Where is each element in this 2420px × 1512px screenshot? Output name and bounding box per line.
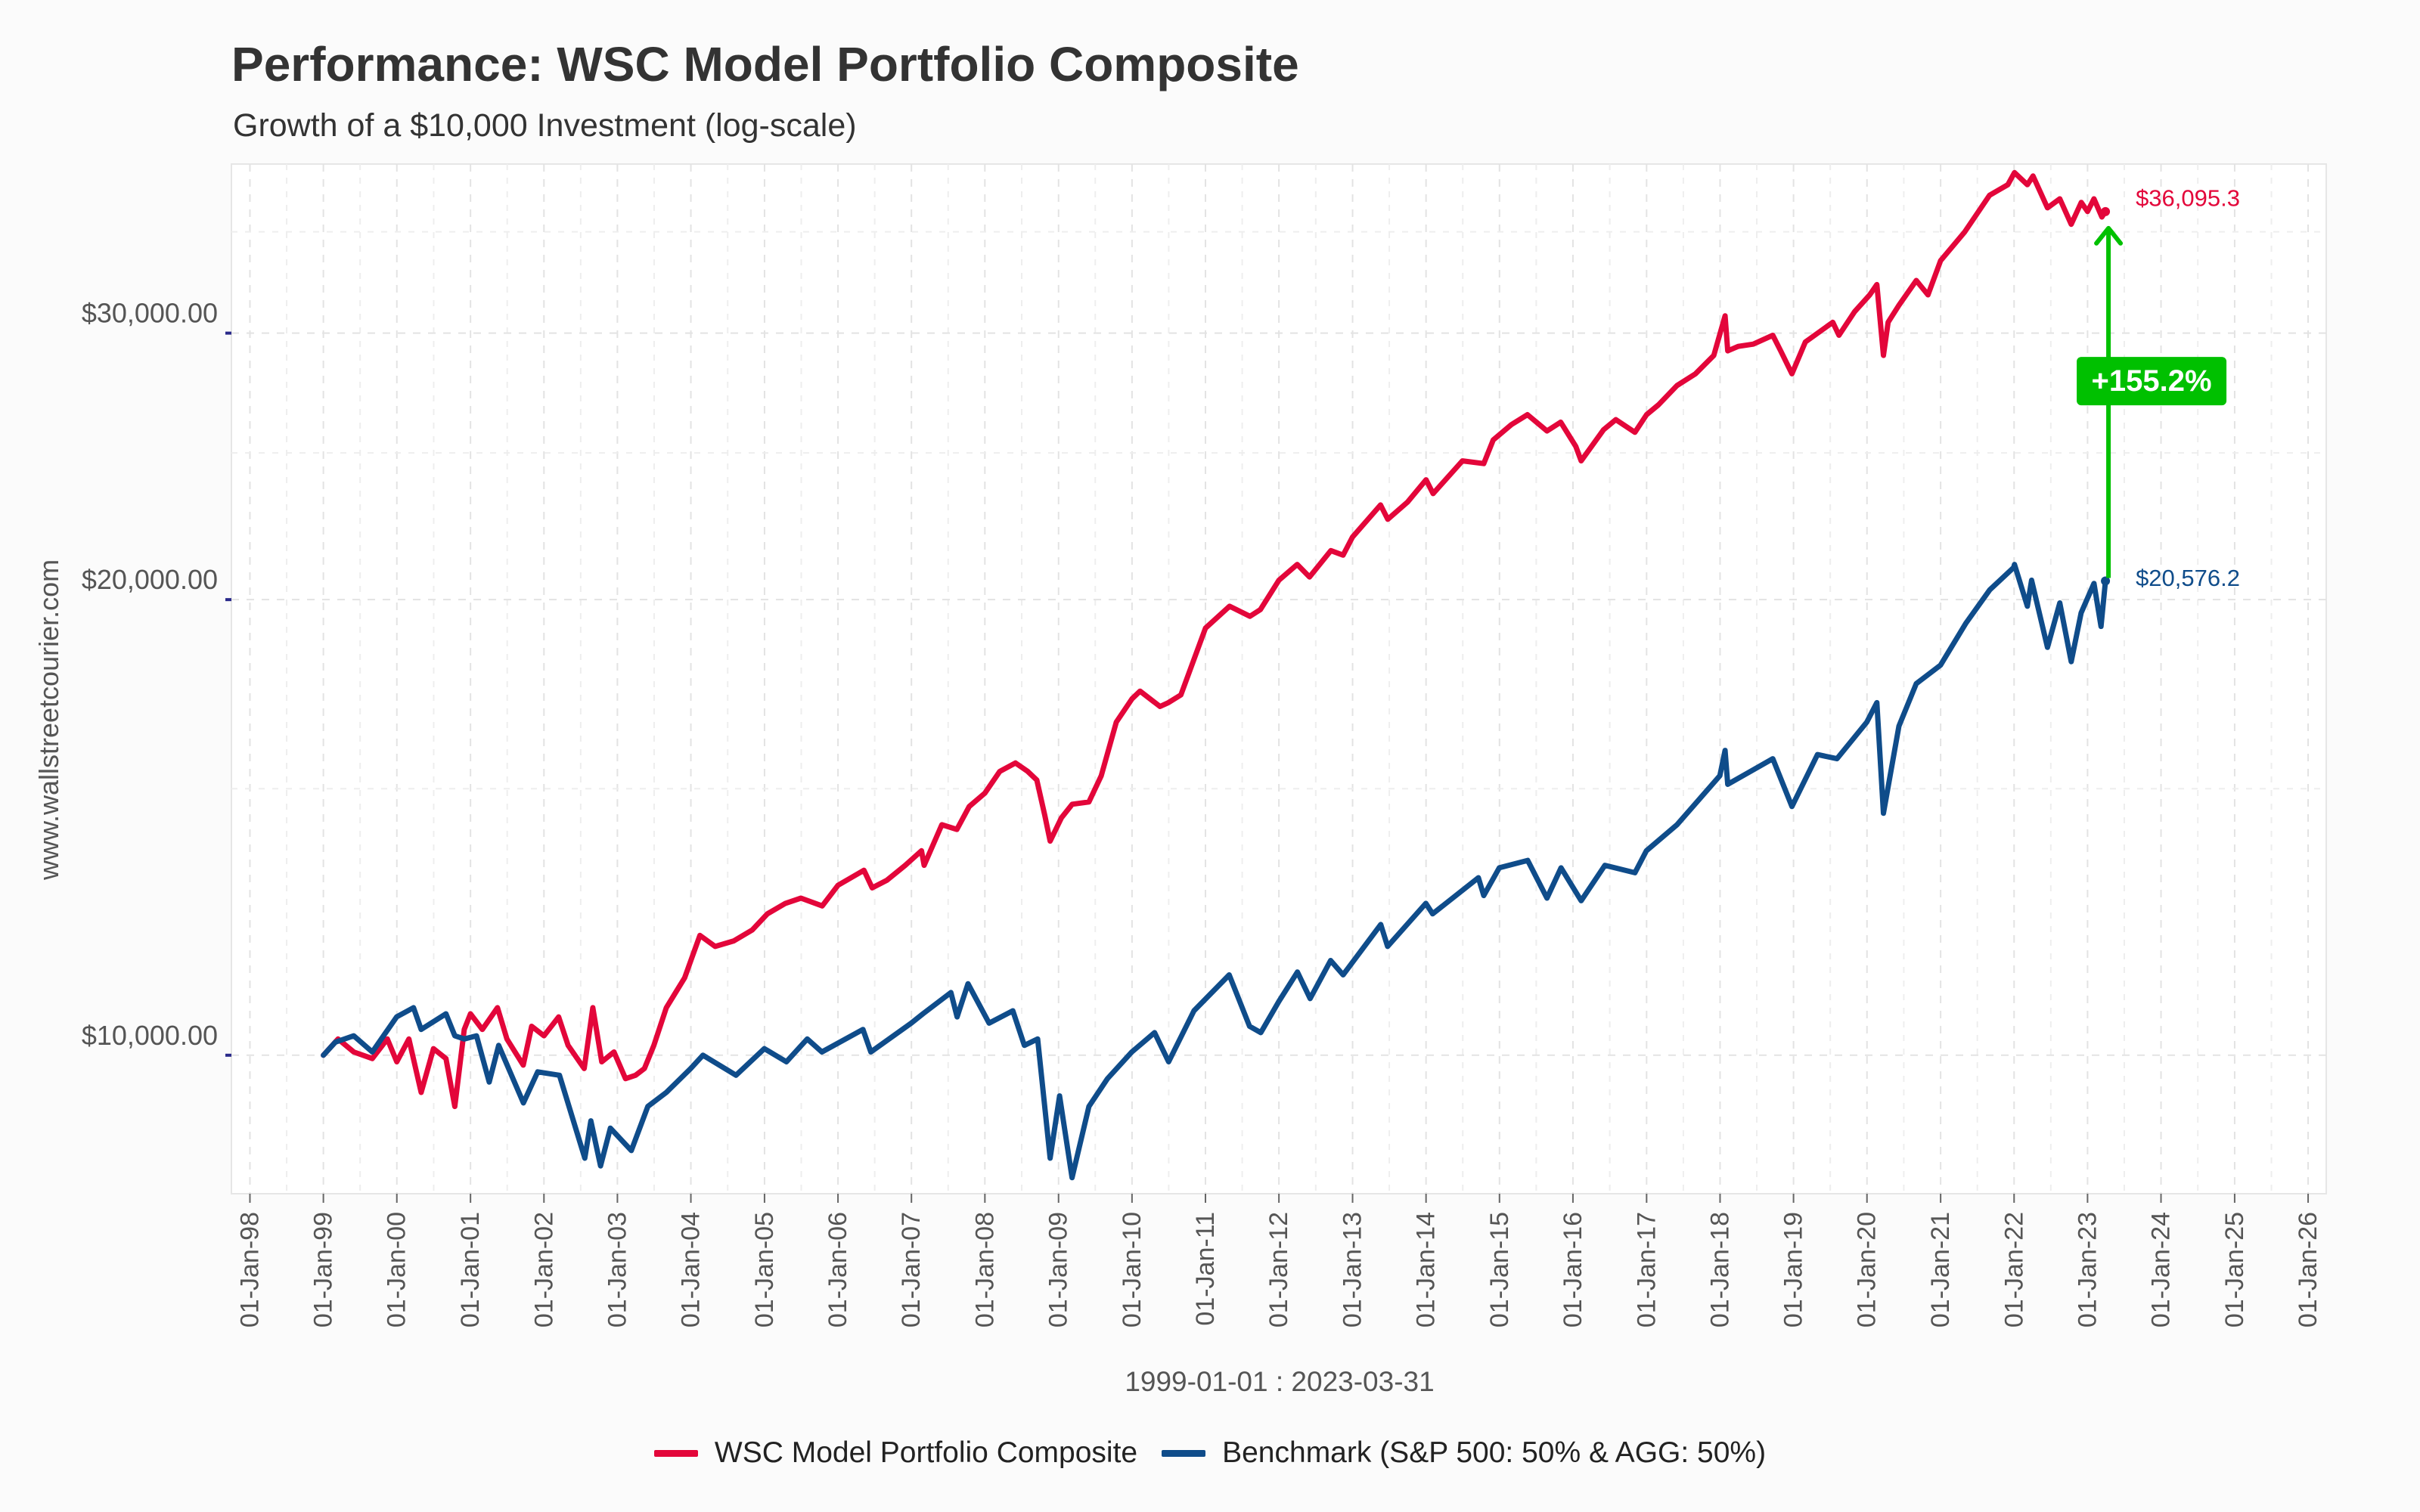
x-tick-label: 01-Jan-98: [235, 1212, 264, 1328]
x-tick-label: 01-Jan-09: [1044, 1212, 1073, 1328]
portfolio-end-value: $36,095.3: [2136, 184, 2240, 211]
chart-title: Performance: WSC Model Portfolio Composi…: [231, 37, 1299, 91]
series-line-benchmark: [321, 562, 2108, 1181]
x-tick-label: 01-Jan-02: [529, 1212, 558, 1328]
legend-swatch-portfolio: [653, 1449, 698, 1457]
outperformance-annotation: +155.2% $36,095.3 $20,576.2: [2077, 184, 2240, 591]
x-axis-title: 1999-01-01 : 2023-03-31: [1125, 1366, 1434, 1397]
x-tick-label: 01-Jan-14: [1412, 1212, 1441, 1328]
x-tick-label: 01-Jan-19: [1779, 1212, 1808, 1328]
x-tick-label: 01-Jan-22: [2000, 1212, 2028, 1328]
x-tick-label: 01-Jan-23: [2073, 1212, 2102, 1328]
y-tick-label: $20,000.00: [82, 564, 218, 595]
x-tick-label: 01-Jan-00: [383, 1212, 411, 1328]
x-tick-label: 01-Jan-12: [1264, 1212, 1293, 1328]
annotation-arrowhead: [2094, 225, 2124, 246]
gridlines: [231, 164, 2326, 1194]
legend-item-portfolio: WSC Model Portfolio Composite: [653, 1436, 1138, 1470]
x-tick-label: 01-Jan-10: [1118, 1212, 1146, 1328]
series-line-benchmark-end-point: [2101, 576, 2111, 586]
benchmark-end-value: $20,576.2: [2136, 565, 2240, 591]
outperformance-label: +155.2%: [2092, 364, 2212, 398]
x-tick-label: 01-Jan-20: [1853, 1212, 1882, 1328]
y-tick-label: $30,000.00: [82, 298, 218, 329]
x-tick-label: 01-Jan-07: [897, 1212, 926, 1328]
x-tick-label: 01-Jan-08: [970, 1212, 999, 1328]
x-tick-label: 01-Jan-24: [2147, 1212, 2176, 1328]
series-lines: [321, 169, 2111, 1181]
x-tick-label: 01-Jan-16: [1559, 1212, 1587, 1328]
x-tick-label: 01-Jan-05: [750, 1212, 779, 1328]
axes: 01-Jan-98 01-Jan-99 01-Jan-00 01-Jan-01 01-J…: [82, 298, 2322, 1328]
legend-swatch-benchmark: [1162, 1449, 1206, 1457]
x-tick-label: 01-Jan-26: [2294, 1212, 2322, 1328]
x-tick-label: 01-Jan-04: [677, 1212, 706, 1328]
x-tick-label: 01-Jan-21: [1926, 1212, 1955, 1328]
x-tick-label: 01-Jan-01: [456, 1212, 485, 1328]
x-tick-label: 01-Jan-18: [1705, 1212, 1734, 1328]
x-tick-label: 01-Jan-11: [1191, 1212, 1220, 1326]
legend-label-portfolio: WSC Model Portfolio Composite: [714, 1436, 1138, 1469]
y-tick-label: $10,000.00: [82, 1020, 218, 1051]
legend-label-benchmark: Benchmark (S&P 500: 50% & AGG: 50%): [1222, 1436, 1767, 1469]
x-tick-label: 01-Jan-17: [1632, 1212, 1661, 1328]
x-tick-label: 01-Jan-99: [309, 1212, 338, 1328]
x-tick-label: 01-Jan-25: [2220, 1212, 2249, 1328]
legend-item-benchmark: Benchmark (S&P 500: 50% & AGG: 50%): [1162, 1436, 1766, 1470]
x-tick-label: 01-Jan-13: [1339, 1212, 1367, 1328]
legend: WSC Model Portfolio Composite Benchmark …: [0, 1436, 2420, 1470]
x-tick-label: 01-Jan-06: [824, 1212, 852, 1328]
x-tick-label: 01-Jan-03: [603, 1212, 631, 1328]
outperformance-badge: [2077, 357, 2227, 406]
series-line-portfolio: [321, 169, 2108, 1110]
x-tick-label: 01-Jan-15: [1485, 1212, 1514, 1328]
chart-subtitle: Growth of a $10,000 Investment (log-scal…: [233, 107, 857, 144]
series-line-portfolio-end-point: [2101, 206, 2111, 216]
